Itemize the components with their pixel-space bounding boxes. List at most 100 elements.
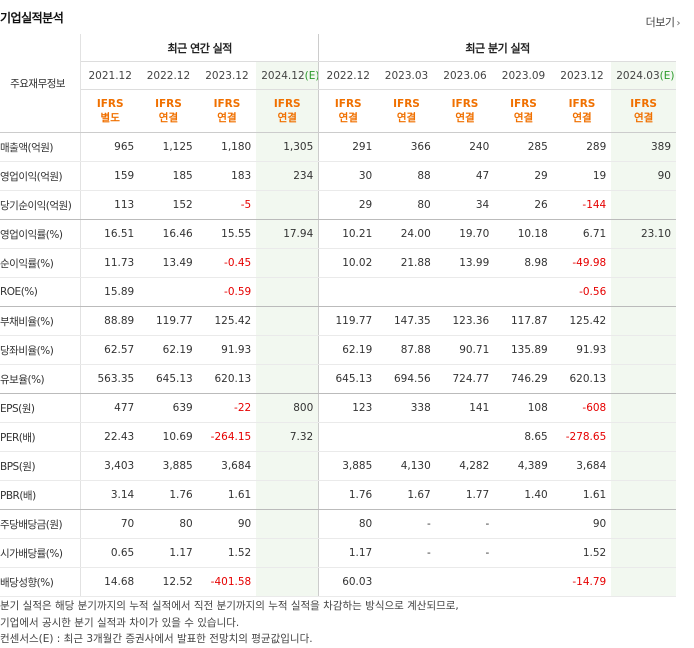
chevron-right-icon: › — [676, 18, 681, 29]
table-cell — [611, 306, 676, 336]
table-cell: 1.61 — [197, 480, 257, 510]
table-cell: 90 — [611, 161, 676, 191]
ifrs-header: IFRS 연결 — [611, 89, 676, 133]
row-label: 배당성향(%) — [0, 567, 82, 597]
table-row: 매출액(억원) 965 1,125 1,180 1,305 291 366 240 285 289… — [0, 132, 676, 162]
row-label: 매출액(억원) — [0, 132, 82, 162]
table-row: 영업이익률(%) 16.51 16.46 15.55 17.94 10.21 24.00 19… — [0, 219, 676, 249]
row-label: 유보율(%) — [0, 364, 82, 394]
table-cell: 4,130 — [377, 451, 436, 481]
table-cell: 1,180 — [197, 132, 257, 162]
table-cell: 123.36 — [435, 306, 495, 336]
period-header: 2021.12 — [80, 61, 140, 90]
table-cell: 24.00 — [377, 219, 436, 249]
period-header: 2022.12 — [139, 61, 198, 90]
table-cell: 17.94 — [256, 219, 319, 249]
table-cell: 185 — [139, 161, 198, 191]
table-cell: 16.46 — [139, 219, 198, 249]
table-cell: 34 — [435, 190, 495, 220]
table-cell — [611, 248, 676, 278]
period-label: 2024.12 — [261, 69, 305, 82]
ifrs-type: 연결 — [158, 112, 179, 124]
table-cell: 90 — [552, 509, 612, 539]
period-header: 2023.03 — [377, 61, 436, 90]
ifrs-type: 연결 — [633, 112, 654, 124]
ifrs-header: IFRS 연결 — [318, 89, 378, 133]
table-cell: 477 — [80, 393, 140, 423]
table-row: PER(배) 22.43 10.69 -264.15 7.32 8.65 -278.65 — [0, 422, 676, 452]
table-cell: 80 — [318, 509, 378, 539]
table-row: BPS(원) 3,403 3,885 3,684 3,885 4,130 4,282 4,38… — [0, 451, 676, 481]
period-header: 2023.06 — [435, 61, 495, 90]
table-cell: - — [377, 538, 436, 568]
table-cell: 62.57 — [80, 335, 140, 365]
table-cell: 80 — [139, 509, 198, 539]
table-cell: 11.73 — [80, 248, 140, 278]
table-cell — [256, 480, 319, 510]
period-header: 2022.12 — [318, 61, 378, 90]
more-label: 더보기 — [645, 16, 675, 29]
table-cell: 70 — [80, 509, 140, 539]
table-cell: 1,125 — [139, 132, 198, 162]
ifrs-label: IFRS — [451, 98, 479, 110]
table-cell: 285 — [494, 132, 553, 162]
table-row: ROE(%) 15.89 -0.59 -0.56 — [0, 277, 676, 307]
table-cell: 645.13 — [318, 364, 378, 394]
table-cell: 183 — [197, 161, 257, 191]
table-cell: 113 — [80, 190, 140, 220]
table-cell — [611, 480, 676, 510]
table-cell: 21.88 — [377, 248, 436, 278]
table-cell: 6.71 — [552, 219, 612, 249]
table-cell: -22 — [197, 393, 257, 423]
table-cell — [611, 277, 676, 307]
table-cell: 90 — [197, 509, 257, 539]
ifrs-header: IFRS 연결 — [377, 89, 436, 133]
table-cell: 1.40 — [494, 480, 553, 510]
table-cell: 3,885 — [139, 451, 198, 481]
table-row: 주당배당금(원) 70 80 90 80- -90 — [0, 509, 676, 539]
period-label: 2022.12 — [146, 69, 191, 82]
table-cell — [377, 277, 436, 307]
table-cell: 147.35 — [377, 306, 436, 336]
more-link[interactable]: 더보기 › — [645, 14, 681, 30]
ifrs-label: IFRS — [334, 98, 362, 110]
table-cell: 3,684 — [197, 451, 257, 481]
table-cell — [611, 509, 676, 539]
ifrs-label: IFRS — [155, 98, 182, 110]
table-cell: 16.51 — [80, 219, 140, 249]
period-header: 2023.12 — [197, 61, 257, 90]
table-cell: -0.45 — [197, 248, 257, 278]
table-cell: 620.13 — [197, 364, 257, 394]
ifrs-header: IFRS 연결 — [494, 89, 553, 133]
table-cell — [611, 538, 676, 568]
table-cell: - — [435, 538, 495, 568]
table-cell: 88.89 — [80, 306, 140, 336]
table-cell: 30 — [318, 161, 378, 191]
table-cell: 639 — [139, 393, 198, 423]
table-cell — [256, 277, 319, 307]
table-cell — [377, 422, 436, 452]
table-cell: 80 — [377, 190, 436, 220]
annual-group-header: 최근 연간 실적 — [80, 34, 319, 62]
period-label: 2024.03 — [616, 69, 660, 82]
table-row: 당기순이익(억원) 113 152 -5 29 80 34 26 -144 — [0, 190, 676, 220]
table-cell: 119.77 — [139, 306, 198, 336]
table-cell: 3,885 — [318, 451, 378, 481]
table-cell: 746.29 — [494, 364, 553, 394]
table-cell — [611, 567, 676, 597]
row-label: 당기순이익(억원) — [0, 190, 82, 220]
table-cell: 240 — [435, 132, 495, 162]
table-cell — [256, 538, 319, 568]
table-cell — [318, 422, 378, 452]
table-cell: -0.59 — [197, 277, 257, 307]
table-cell: 141 — [435, 393, 495, 423]
table-row: 순이익률(%) 11.73 13.49 -0.45 10.02 21.88 13.99 8.9… — [0, 248, 676, 278]
table-cell: 1.17 — [139, 538, 198, 568]
footnote-2: 기업에서 공시한 분기 실적과 차이가 있을 수 있습니다. — [0, 616, 240, 629]
table-cell: -5 — [197, 190, 257, 220]
period-header: 2024.12(E) — [256, 61, 319, 90]
financial-table: 주요재무정보 최근 연간 실적 최근 분기 실적 2021.12 2022.12 2… — [0, 34, 676, 597]
period-header: 2023.09 — [494, 61, 553, 90]
table-cell: 3,684 — [552, 451, 612, 481]
table-cell: 563.35 — [80, 364, 140, 394]
